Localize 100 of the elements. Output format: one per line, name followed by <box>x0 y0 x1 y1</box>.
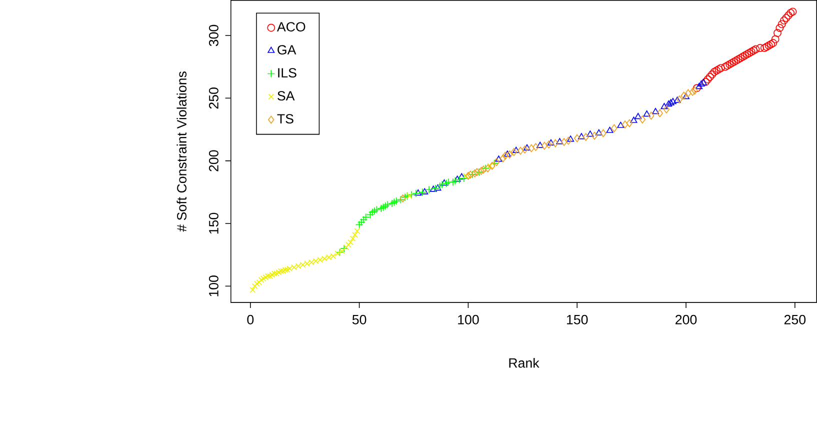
point <box>487 163 493 169</box>
point <box>467 170 474 179</box>
point <box>595 129 602 136</box>
point <box>736 54 744 62</box>
point <box>685 89 692 98</box>
point <box>762 43 771 51</box>
point <box>256 280 262 286</box>
point <box>565 136 572 145</box>
point <box>556 138 564 144</box>
point <box>663 106 670 114</box>
point <box>478 167 484 176</box>
point <box>430 186 437 192</box>
point <box>680 92 687 100</box>
point <box>591 132 598 140</box>
point <box>412 190 420 198</box>
point <box>362 213 370 222</box>
point <box>381 202 390 210</box>
point <box>338 248 345 254</box>
point <box>689 88 696 96</box>
point <box>510 148 518 156</box>
point <box>418 188 426 196</box>
y-tick-label: 250 <box>208 88 218 109</box>
point <box>360 216 368 224</box>
point <box>366 210 374 219</box>
point <box>396 196 405 204</box>
point <box>586 130 594 137</box>
point <box>786 9 795 18</box>
point <box>611 124 618 132</box>
point <box>377 204 386 213</box>
point <box>656 109 663 118</box>
point <box>432 184 440 193</box>
point <box>700 79 707 86</box>
point <box>704 76 712 84</box>
point <box>524 144 531 151</box>
point <box>706 73 714 82</box>
point <box>403 192 412 200</box>
point <box>528 144 534 152</box>
point <box>552 140 558 148</box>
y-tick-label: 200 <box>208 150 218 172</box>
point <box>502 152 508 160</box>
point <box>252 283 258 290</box>
point <box>458 173 466 180</box>
point <box>400 194 406 203</box>
point <box>532 143 539 152</box>
point <box>750 46 758 55</box>
point <box>475 168 484 176</box>
point <box>692 86 698 95</box>
point <box>630 116 638 124</box>
point <box>769 39 778 48</box>
point <box>574 134 580 142</box>
point <box>408 190 416 199</box>
point <box>500 154 506 162</box>
point <box>771 35 780 44</box>
point <box>390 198 398 206</box>
point <box>674 96 681 104</box>
point <box>350 236 356 242</box>
x-tick-label: 0 <box>247 315 254 325</box>
point <box>617 122 624 128</box>
y-tick-label: 100 <box>208 276 218 296</box>
point <box>652 108 660 114</box>
point <box>784 12 792 20</box>
point <box>622 120 628 129</box>
point <box>665 100 672 107</box>
point <box>474 168 480 176</box>
point <box>626 119 632 128</box>
point <box>546 140 552 149</box>
y-tick-label: 300 <box>208 25 218 46</box>
point <box>406 193 412 200</box>
y-tick-label: 150 <box>208 213 218 234</box>
point <box>547 140 554 146</box>
point <box>716 64 725 72</box>
point <box>401 193 410 202</box>
legend-label: TS <box>277 114 294 124</box>
point <box>254 280 260 287</box>
point <box>726 60 734 69</box>
point <box>384 200 392 209</box>
point <box>434 184 442 191</box>
point <box>708 70 716 79</box>
point <box>692 84 701 92</box>
point <box>756 44 764 52</box>
point <box>489 162 496 170</box>
point <box>512 147 520 154</box>
point <box>696 83 703 90</box>
point <box>639 116 646 124</box>
point <box>774 29 782 38</box>
point <box>660 103 668 110</box>
point <box>504 150 511 157</box>
legend-label: ACO <box>276 22 306 32</box>
point <box>463 173 469 180</box>
point <box>343 244 350 250</box>
point <box>606 126 614 134</box>
point <box>484 164 491 173</box>
point <box>776 24 784 32</box>
point <box>250 287 256 294</box>
point <box>517 147 524 155</box>
point <box>506 150 513 159</box>
point <box>352 232 358 238</box>
point <box>448 178 457 186</box>
point <box>472 170 478 178</box>
point <box>355 220 364 229</box>
